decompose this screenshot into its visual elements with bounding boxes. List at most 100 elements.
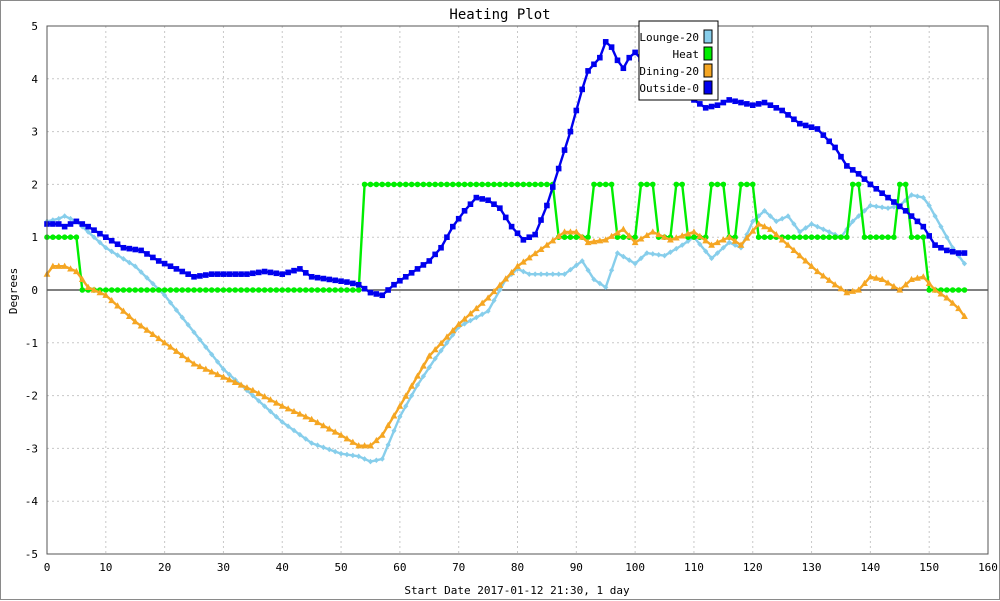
data-point-lounge-20 xyxy=(873,203,879,210)
data-point-lounge-20 xyxy=(167,299,174,306)
series-dining-20 xyxy=(43,220,968,449)
data-point-heat xyxy=(502,181,509,188)
data-point-dining-20 xyxy=(502,275,510,282)
data-point-dining-20 xyxy=(225,376,233,383)
x-tick-label: 140 xyxy=(860,561,880,574)
legend-label-lounge-20: Lounge-20 xyxy=(639,31,699,44)
data-point-heat xyxy=(61,234,68,240)
data-point-outside-0 xyxy=(832,144,838,151)
data-point-outside-0 xyxy=(126,245,133,252)
data-point-dining-20 xyxy=(343,435,351,442)
data-point-outside-0 xyxy=(502,214,509,221)
data-point-dining-20 xyxy=(302,413,310,420)
data-point-heat xyxy=(908,234,915,240)
data-point-dining-20 xyxy=(808,262,815,269)
data-point-lounge-20 xyxy=(91,234,97,240)
data-point-dining-20 xyxy=(543,241,551,248)
data-point-outside-0 xyxy=(814,126,821,132)
data-point-dining-20 xyxy=(519,258,527,265)
data-point-outside-0 xyxy=(61,223,68,230)
data-point-outside-0 xyxy=(891,199,897,205)
data-point-heat xyxy=(402,181,409,188)
data-point-lounge-20 xyxy=(703,248,709,255)
x-tick-label: 120 xyxy=(743,561,763,574)
data-point-outside-0 xyxy=(338,278,344,284)
data-point-lounge-20 xyxy=(573,262,579,269)
data-point-dining-20 xyxy=(602,236,610,243)
data-point-dining-20 xyxy=(255,389,263,397)
data-point-outside-0 xyxy=(91,227,97,233)
data-point-lounge-20 xyxy=(438,347,444,354)
data-point-dining-20 xyxy=(414,372,421,379)
data-point-lounge-20 xyxy=(797,229,803,235)
data-point-outside-0 xyxy=(97,230,103,237)
data-point-outside-0 xyxy=(491,201,497,207)
data-point-outside-0 xyxy=(444,234,450,240)
legend-swatch-outside-0 xyxy=(703,80,713,95)
data-point-dining-20 xyxy=(637,235,645,242)
data-point-outside-0 xyxy=(391,281,397,288)
data-point-dining-20 xyxy=(449,327,457,334)
series-line-dining-20 xyxy=(46,222,966,447)
data-point-dining-20 xyxy=(196,362,204,370)
data-point-dining-20 xyxy=(455,320,463,327)
data-point-heat xyxy=(473,181,480,188)
data-point-lounge-20 xyxy=(391,428,397,434)
data-point-heat xyxy=(338,287,344,293)
data-point-heat xyxy=(567,234,574,240)
data-point-heat xyxy=(597,181,603,188)
data-point-outside-0 xyxy=(167,263,174,270)
data-point-heat xyxy=(132,287,139,293)
data-point-heat xyxy=(679,181,685,188)
data-point-heat xyxy=(949,287,956,293)
series-layer xyxy=(43,39,968,465)
data-point-heat xyxy=(561,234,568,240)
data-point-dining-20 xyxy=(55,262,63,269)
data-point-dining-20 xyxy=(390,412,398,419)
data-point-lounge-20 xyxy=(803,225,809,231)
data-point-outside-0 xyxy=(785,112,791,118)
data-point-heat xyxy=(944,287,950,293)
data-point-heat xyxy=(797,234,803,240)
data-point-dining-20 xyxy=(461,315,468,322)
data-point-heat xyxy=(161,287,168,293)
data-point-outside-0 xyxy=(908,213,915,219)
data-point-lounge-20 xyxy=(656,252,662,258)
data-point-lounge-20 xyxy=(861,208,868,214)
data-point-outside-0 xyxy=(179,268,186,275)
data-point-outside-0 xyxy=(161,260,168,267)
data-point-heat xyxy=(873,234,880,240)
data-point-heat xyxy=(691,234,697,240)
data-point-heat xyxy=(114,287,121,293)
data-point-lounge-20 xyxy=(926,202,932,209)
data-point-heat xyxy=(620,234,627,240)
data-point-dining-20 xyxy=(320,422,327,429)
data-point-lounge-20 xyxy=(856,213,862,219)
series-line-outside-0 xyxy=(47,40,965,297)
x-tick-label: 30 xyxy=(217,561,230,574)
chart-legend: Lounge-20 Heat Dining-20 Outside-0 xyxy=(638,20,719,101)
data-point-heat xyxy=(849,181,856,188)
data-point-dining-20 xyxy=(49,262,57,269)
data-point-lounge-20 xyxy=(620,253,626,260)
data-point-outside-0 xyxy=(873,186,880,192)
data-point-heat xyxy=(649,181,656,188)
data-point-lounge-20 xyxy=(150,280,156,287)
data-point-lounge-20 xyxy=(409,392,415,399)
data-point-lounge-20 xyxy=(497,287,503,293)
data-point-heat xyxy=(385,181,391,188)
data-point-lounge-20 xyxy=(814,223,821,230)
data-point-dining-20 xyxy=(325,425,333,432)
data-point-lounge-20 xyxy=(344,451,350,458)
data-point-dining-20 xyxy=(684,230,692,237)
data-point-dining-20 xyxy=(284,405,292,412)
chart-title: Heating Plot xyxy=(449,7,550,23)
data-point-dining-20 xyxy=(561,228,568,235)
data-point-outside-0 xyxy=(79,221,86,227)
data-point-dining-20 xyxy=(231,378,239,385)
data-point-lounge-20 xyxy=(120,256,127,262)
data-point-lounge-20 xyxy=(132,263,138,270)
data-point-dining-20 xyxy=(625,232,633,239)
data-point-lounge-20 xyxy=(767,213,773,219)
